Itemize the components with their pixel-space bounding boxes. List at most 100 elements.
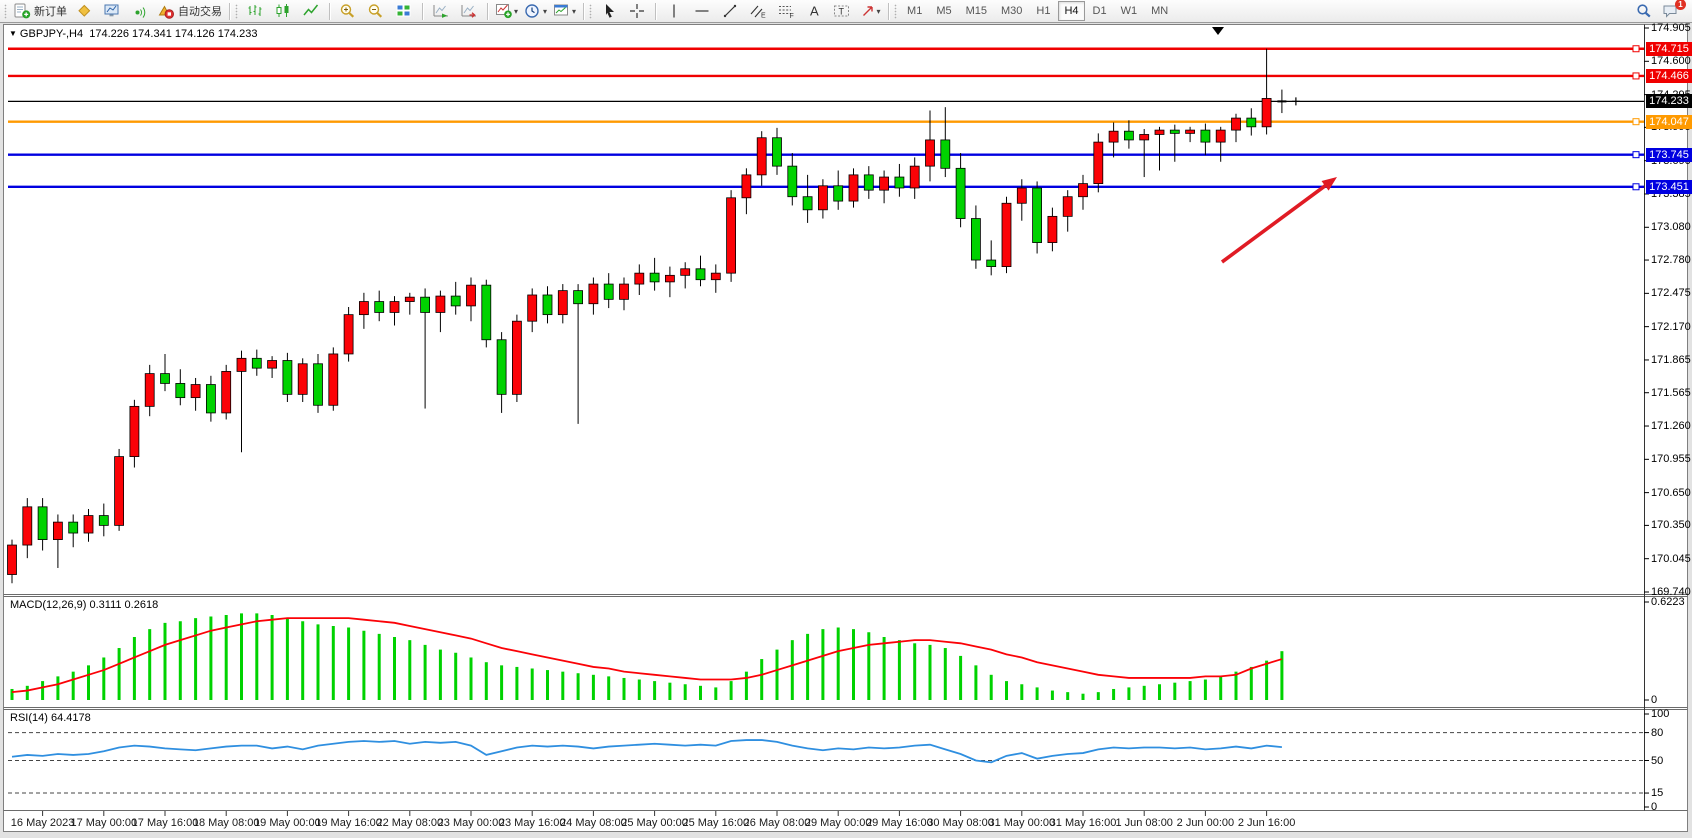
vertical-line-tool-button[interactable]	[660, 0, 688, 22]
search-button[interactable]	[1630, 0, 1658, 22]
auto-scroll-button[interactable]	[427, 0, 455, 22]
candle-body	[665, 274, 675, 283]
current-price-badge: 174.233	[1646, 94, 1692, 109]
toolbar-separator	[655, 2, 657, 20]
trendline-tool-button[interactable]	[716, 0, 744, 22]
new-order-button[interactable]: 新订单	[10, 0, 70, 22]
text-tool-button[interactable]: A	[800, 0, 828, 22]
symbol-name: GBPJPY-,H4	[19, 28, 84, 40]
candle-body	[98, 515, 109, 526]
rsi-scale-label: 50	[1651, 754, 1664, 767]
tile-windows-button[interactable]	[390, 0, 418, 22]
macd-scale-label: 0	[1651, 694, 1658, 706]
arrows-tool-button[interactable]: ▾	[856, 0, 884, 22]
cursor-tool-button[interactable]	[595, 0, 623, 22]
price-tick-label: 170.350	[1651, 519, 1691, 532]
candle-body	[1078, 183, 1088, 198]
candle-body	[1016, 187, 1027, 204]
bar-chart-button[interactable]	[241, 0, 269, 22]
zoom-out-icon	[368, 4, 383, 18]
signals-button[interactable]	[126, 0, 154, 22]
time-tick-label: 31 May 16:00	[1049, 817, 1117, 829]
line-chart-icon	[303, 4, 319, 16]
candle-body	[297, 363, 308, 395]
toolbar-separator	[229, 2, 230, 20]
candle-body	[53, 521, 63, 540]
macd-values: 0.3111 0.2618	[89, 599, 159, 611]
notifications-button[interactable]: 1	[1662, 0, 1686, 19]
equidistant-channel-tool-button[interactable]: E	[744, 0, 772, 22]
price-tick-label: 171.260	[1651, 420, 1691, 433]
timeframe-h1-button[interactable]: H1	[1036, 5, 1051, 17]
candle-body	[1047, 215, 1058, 243]
candle-body	[512, 320, 522, 395]
fibonacci-tool-button[interactable]: F	[772, 0, 800, 22]
charts-window-button[interactable]	[98, 0, 126, 22]
text-label-tool-button[interactable]: T	[828, 0, 856, 22]
time-tick-label: 25 May 16:00	[682, 817, 750, 829]
horizontal-line-icon	[695, 10, 709, 12]
time-tick-label: 30 May 08:00	[927, 817, 994, 829]
symbol-dropdown-icon[interactable]: ▼	[9, 29, 17, 38]
svg-text:E: E	[761, 13, 766, 20]
candlestick-chart-button[interactable]	[269, 0, 297, 22]
rsi-indicator-label: RSI(14) 64.4178	[10, 712, 91, 724]
toolbar-separator	[583, 2, 585, 20]
time-tick-label: 1 Jun 08:00	[1115, 817, 1173, 829]
candle-body	[833, 185, 844, 202]
timeframe-d1-button[interactable]: D1	[1092, 5, 1107, 17]
timeframe-m30-button[interactable]: M30	[1001, 5, 1023, 17]
crosshair-tool-button[interactable]	[623, 0, 651, 22]
candle-body	[848, 174, 859, 202]
periods-button[interactable]: ▾	[521, 0, 550, 22]
toolbar-separator	[329, 2, 330, 20]
arrows-icon	[862, 6, 873, 16]
candle-body	[175, 383, 186, 399]
timeframe-m1-button[interactable]: M1	[907, 5, 923, 17]
time-tick-label: 29 May 16:00	[866, 817, 933, 829]
candle-body	[726, 197, 736, 274]
price-tick-label: 172.170	[1651, 320, 1691, 333]
indicators-button[interactable]: ▾	[492, 0, 521, 22]
candle-body	[144, 373, 155, 407]
price-tick-label: 170.650	[1651, 486, 1691, 499]
candle-body	[328, 353, 339, 406]
rsi-scale-label: 15	[1651, 787, 1664, 800]
trend-arrow-annotation	[1220, 180, 1332, 264]
line-chart-button[interactable]	[297, 0, 325, 22]
candle-body	[404, 296, 415, 302]
candle-body	[1093, 141, 1104, 185]
rsi-name: RSI(14)	[10, 712, 48, 724]
timeframe-h4-button[interactable]: H4	[1058, 1, 1085, 21]
time-tick-label: 2 Jun 16:00	[1237, 817, 1296, 829]
candle-body	[710, 272, 721, 281]
new-order-icon	[14, 3, 31, 19]
candle-body	[1124, 130, 1134, 141]
candle-body	[940, 139, 951, 169]
line-handle	[1632, 151, 1640, 159]
chart-shift-button[interactable]	[455, 0, 483, 22]
autotrading-button[interactable]: 自动交易	[154, 0, 225, 22]
templates-button[interactable]: ▾	[550, 0, 579, 22]
zoom-out-button[interactable]	[362, 0, 390, 22]
timeframe-mn-button[interactable]: MN	[1151, 5, 1169, 17]
timeframe-switcher: M1 M5 M15 M30 H1 H4 D1 W1 MN	[900, 1, 1175, 21]
current-bar-marker	[1291, 97, 1300, 106]
candle-body	[1032, 187, 1042, 243]
tile-windows-icon	[396, 4, 411, 17]
zoom-in-button[interactable]	[334, 0, 362, 22]
candle-body	[863, 174, 874, 191]
fibonacci-icon: F	[779, 6, 794, 19]
timeframe-m5-button[interactable]: M5	[936, 5, 952, 17]
candle-body	[1215, 129, 1226, 143]
timeframe-m15-button[interactable]: M15	[965, 5, 988, 17]
cursor-icon	[606, 4, 615, 18]
toolbar-grip	[589, 3, 593, 19]
toolbar-right-group: 1	[1630, 0, 1689, 22]
market-button[interactable]	[70, 0, 98, 22]
timeframe-w1-button[interactable]: W1	[1120, 5, 1138, 17]
horizontal-line-tool-button[interactable]	[688, 0, 716, 22]
price-tick-label: 172.475	[1651, 287, 1691, 300]
